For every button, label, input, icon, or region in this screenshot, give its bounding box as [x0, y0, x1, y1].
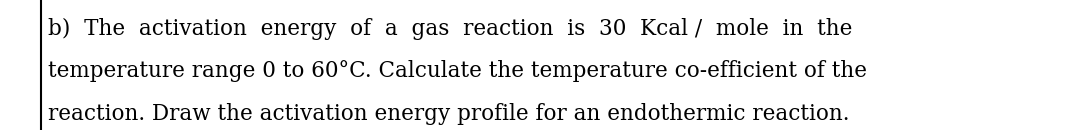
Text: reaction. Draw the activation energy profile for an endothermic reaction.: reaction. Draw the activation energy pro…	[48, 103, 849, 125]
Text: b)  The  activation  energy  of  a  gas  reaction  is  30  Kcal /  mole  in  the: b) The activation energy of a gas reacti…	[48, 18, 852, 40]
Text: temperature range 0 to 60°C. Calculate the temperature co-efficient of the: temperature range 0 to 60°C. Calculate t…	[48, 60, 866, 83]
